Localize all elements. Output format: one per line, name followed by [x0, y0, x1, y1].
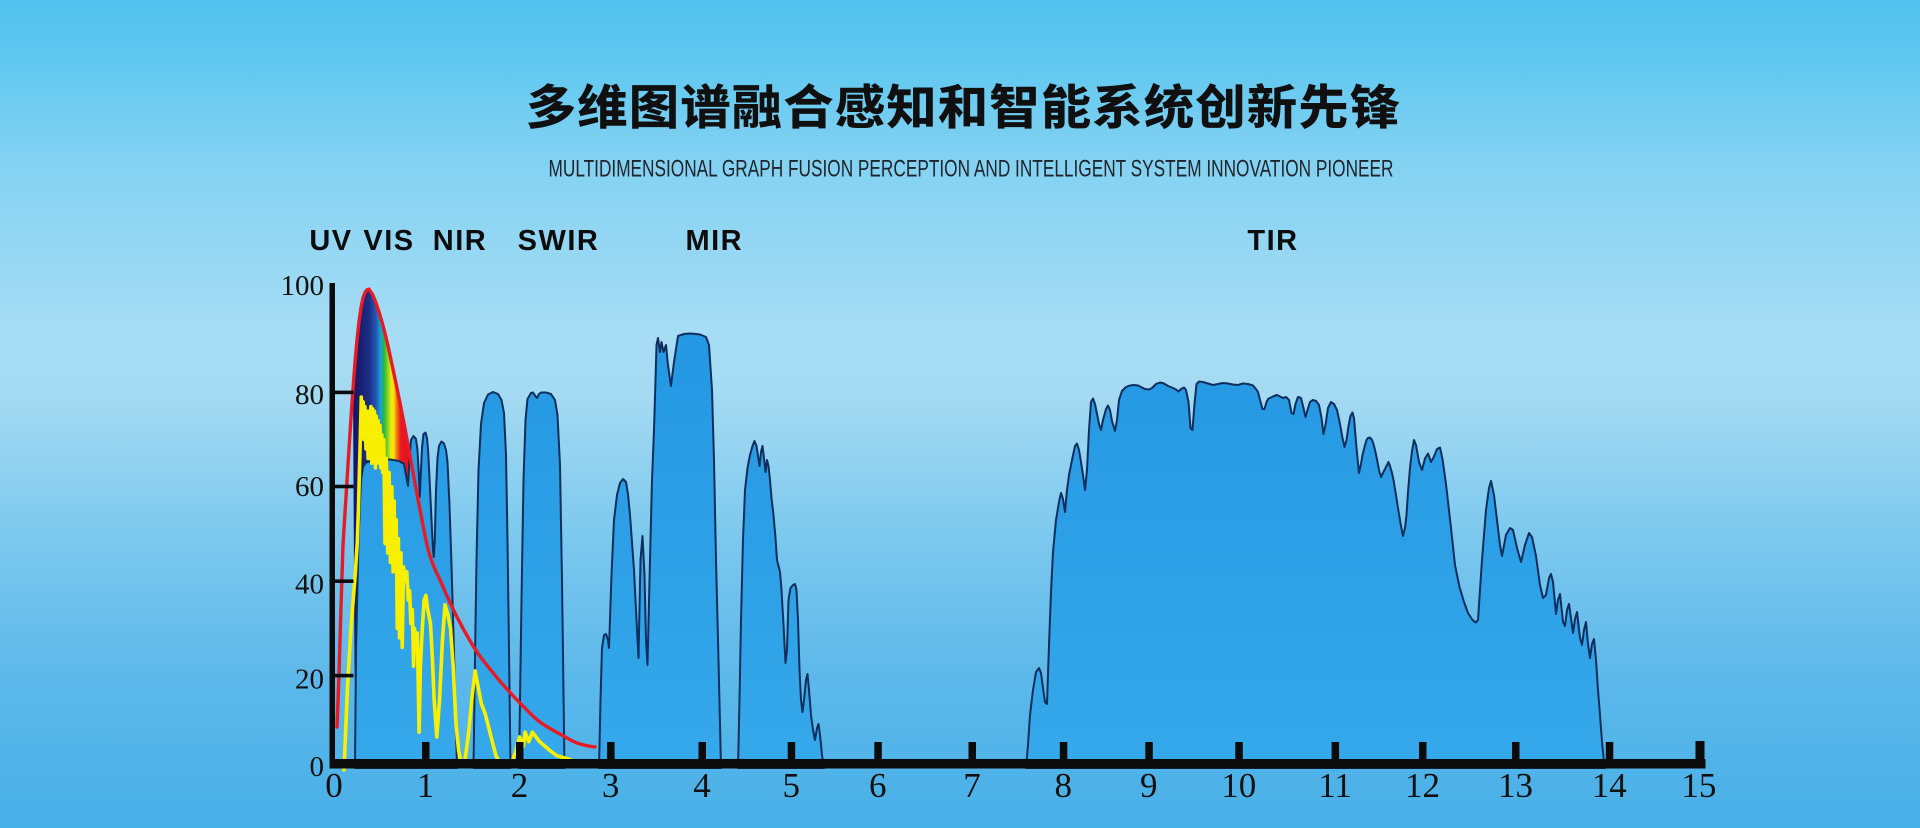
svg-text:60: 60 — [295, 471, 324, 503]
svg-text:80: 80 — [295, 379, 324, 411]
svg-text:7: 7 — [963, 766, 981, 805]
svg-text:TIR: TIR — [1247, 225, 1298, 257]
svg-text:20: 20 — [295, 664, 324, 696]
svg-text:40: 40 — [295, 569, 324, 601]
svg-text:14: 14 — [1592, 766, 1627, 805]
svg-text:12: 12 — [1405, 766, 1440, 805]
svg-text:MULTIDIMENSIONAL GRAPH FUSION: MULTIDIMENSIONAL GRAPH FUSION PERCEPTION… — [549, 156, 1394, 183]
svg-text:0: 0 — [325, 766, 343, 805]
svg-text:8: 8 — [1055, 766, 1073, 805]
svg-text:UV: UV — [309, 225, 352, 257]
svg-text:5: 5 — [782, 766, 800, 805]
svg-text:15: 15 — [1681, 766, 1716, 805]
svg-text:4: 4 — [693, 766, 711, 805]
svg-text:1: 1 — [417, 766, 435, 805]
svg-text:MIR: MIR — [685, 225, 743, 257]
svg-text:11: 11 — [1318, 766, 1352, 805]
svg-text:10: 10 — [1221, 766, 1256, 805]
svg-text:13: 13 — [1498, 766, 1533, 805]
svg-text:VIS: VIS — [363, 225, 414, 257]
svg-text:0: 0 — [310, 751, 325, 783]
svg-text:2: 2 — [511, 766, 529, 805]
svg-text:9: 9 — [1140, 766, 1158, 805]
svg-text:100: 100 — [281, 270, 325, 302]
svg-text:3: 3 — [602, 766, 620, 805]
svg-text:SWIR: SWIR — [518, 225, 600, 257]
svg-text:NIR: NIR — [433, 225, 487, 257]
svg-text:6: 6 — [869, 766, 887, 805]
